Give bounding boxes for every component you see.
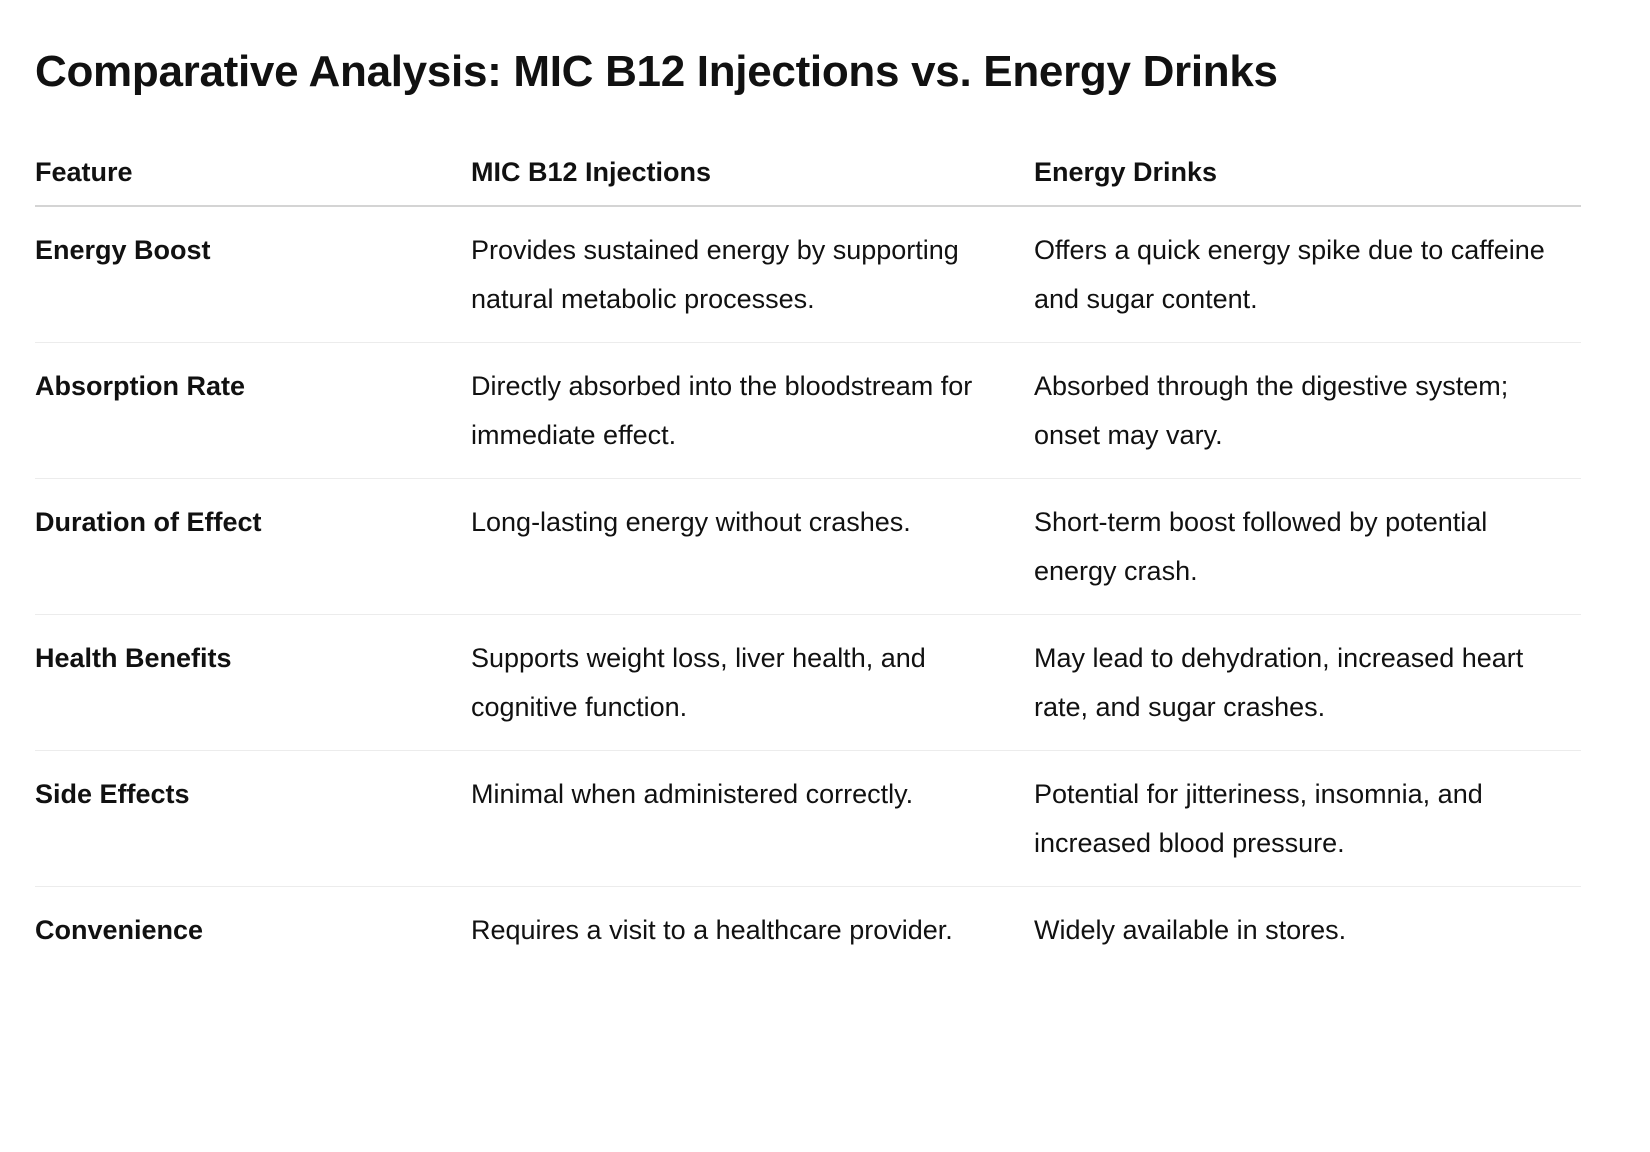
energy-drinks-cell: Offers a quick energy spike due to caffe… — [1034, 206, 1581, 343]
table-row: Convenience Requires a visit to a health… — [35, 887, 1581, 974]
mic-b12-cell: Directly absorbed into the bloodstream f… — [471, 342, 1034, 479]
feature-cell: Duration of Effect — [35, 478, 471, 615]
mic-b12-cell: Minimal when administered correctly. — [471, 750, 1034, 887]
table-header-row: Feature MIC B12 Injections Energy Drinks — [35, 148, 1581, 207]
energy-drinks-cell: Short-term boost followed by potential e… — [1034, 478, 1581, 615]
mic-b12-cell: Provides sustained energy by supporting … — [471, 206, 1034, 343]
table-row: Side Effects Minimal when administered c… — [35, 750, 1581, 887]
energy-drinks-cell: Potential for jitteriness, insomnia, and… — [1034, 750, 1581, 887]
feature-cell: Side Effects — [35, 750, 471, 887]
table-row: Health Benefits Supports weight loss, li… — [35, 614, 1581, 751]
header-feature: Feature — [35, 148, 471, 207]
feature-cell: Absorption Rate — [35, 342, 471, 479]
mic-b12-cell: Long-lasting energy without crashes. — [471, 478, 1034, 615]
header-energy-drinks: Energy Drinks — [1034, 148, 1581, 207]
table-row: Energy Boost Provides sustained energy b… — [35, 206, 1581, 343]
mic-b12-cell: Supports weight loss, liver health, and … — [471, 614, 1034, 751]
comparison-table: Feature MIC B12 Injections Energy Drinks… — [35, 148, 1581, 974]
feature-cell: Health Benefits — [35, 614, 471, 751]
mic-b12-cell: Requires a visit to a healthcare provide… — [471, 915, 953, 945]
feature-cell: Convenience — [35, 915, 204, 945]
page-title: Comparative Analysis: MIC B12 Injections… — [35, 47, 1278, 96]
feature-cell: Energy Boost — [35, 206, 471, 343]
table-row: Absorption Rate Directly absorbed into t… — [35, 342, 1581, 479]
energy-drinks-cell: Absorbed through the digestive system; o… — [1034, 342, 1581, 479]
energy-drinks-cell: Widely available in stores. — [1034, 915, 1347, 945]
table-row: Duration of Effect Long-lasting energy w… — [35, 478, 1581, 615]
header-mic-b12: MIC B12 Injections — [471, 148, 1034, 207]
energy-drinks-cell: May lead to dehydration, increased heart… — [1034, 614, 1581, 751]
